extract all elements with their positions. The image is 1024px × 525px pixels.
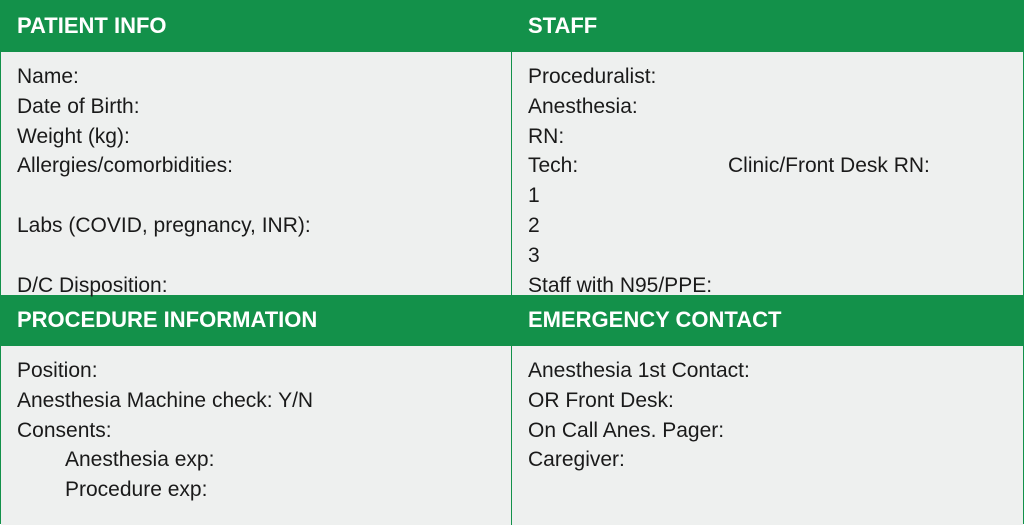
- header-staff-label: STAFF: [528, 13, 597, 39]
- field-dob: Date of Birth:: [17, 92, 495, 122]
- field-caregiver: Caregiver:: [528, 445, 1007, 475]
- cell-patient-info: Name: Date of Birth: Weight (kg): Allerg…: [1, 51, 512, 295]
- field-anes-exp: Anesthesia exp:: [17, 445, 495, 475]
- field-dc-disposition: D/C Disposition:: [17, 271, 495, 301]
- info-table: PATIENT INFO STAFF Name: Date of Birth: …: [0, 0, 1024, 524]
- field-proceduralist: Proceduralist:: [528, 62, 1007, 92]
- field-pager: On Call Anes. Pager:: [528, 416, 1007, 446]
- field-allergies: Allergies/comorbidities:: [17, 151, 495, 181]
- header-emergency-contact-label: EMERGENCY CONTACT: [528, 307, 781, 333]
- field-anes-exp-label: Anesthesia exp:: [17, 445, 214, 475]
- header-procedure-info-label: PROCEDURE INFORMATION: [17, 307, 317, 333]
- field-machine-check: Anesthesia Machine check: Y/N: [17, 386, 495, 416]
- field-tech: Tech:: [528, 151, 728, 181]
- spacer: [17, 241, 495, 271]
- field-tech-row: Tech: Clinic/Front Desk RN:: [528, 151, 1007, 181]
- field-consents: Consents:: [17, 416, 495, 446]
- field-labs: Labs (COVID, pregnancy, INR):: [17, 211, 495, 241]
- spacer: [17, 181, 495, 211]
- field-name: Name:: [17, 62, 495, 92]
- field-proc-exp: Procedure exp:: [17, 475, 495, 505]
- field-n3: 3: [528, 241, 1007, 271]
- cell-procedure-info: Position: Anesthesia Machine check: Y/N …: [1, 345, 512, 525]
- header-patient-info: PATIENT INFO: [1, 1, 512, 51]
- header-procedure-info: PROCEDURE INFORMATION: [1, 295, 512, 345]
- field-ppe: Staff with N95/PPE:: [528, 271, 1007, 301]
- field-position: Position:: [17, 356, 495, 386]
- field-proc-exp-label: Procedure exp:: [17, 475, 207, 505]
- header-emergency-contact: EMERGENCY CONTACT: [512, 295, 1023, 345]
- header-patient-info-label: PATIENT INFO: [17, 13, 167, 39]
- field-clinic-rn: Clinic/Front Desk RN:: [728, 151, 930, 181]
- field-rn: RN:: [528, 122, 1007, 152]
- header-staff: STAFF: [512, 1, 1023, 51]
- field-anes-1st: Anesthesia 1st Contact:: [528, 356, 1007, 386]
- field-n1: 1: [528, 181, 1007, 211]
- field-weight: Weight (kg):: [17, 122, 495, 152]
- field-anesthesia: Anesthesia:: [528, 92, 1007, 122]
- field-n2: 2: [528, 211, 1007, 241]
- field-or-front: OR Front Desk:: [528, 386, 1007, 416]
- cell-emergency-contact: Anesthesia 1st Contact: OR Front Desk: O…: [512, 345, 1023, 525]
- cell-staff: Proceduralist: Anesthesia: RN: Tech: Cli…: [512, 51, 1023, 295]
